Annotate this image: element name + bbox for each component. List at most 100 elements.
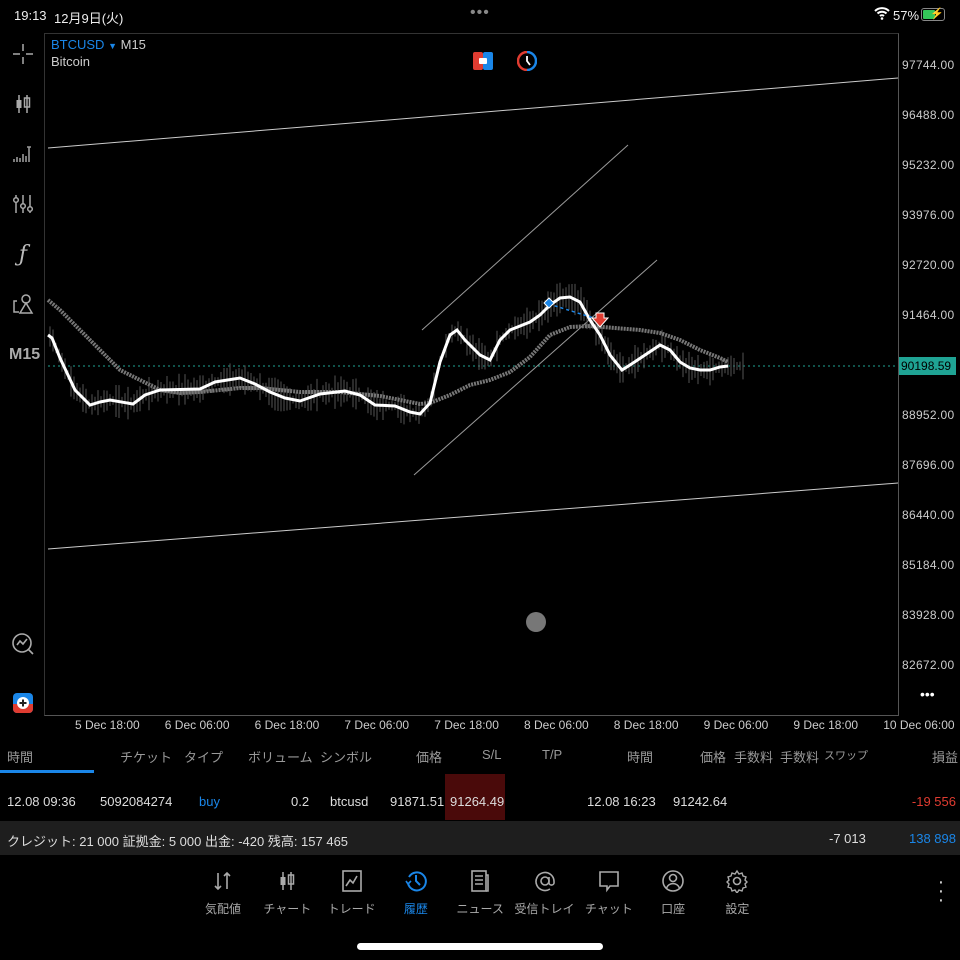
moving-average-slow [46,298,729,407]
volume-icon[interactable] [10,142,36,168]
ticket: 5092084274 [100,794,173,809]
multitask-dots-icon[interactable]: ••• [470,4,490,21]
column-header[interactable]: スワップ [824,750,868,762]
nav-label: 口座 [661,902,686,916]
current-price-tag: 90198.59 [899,357,956,375]
nav-account[interactable]: 口座 [643,866,703,917]
nav-label: 設定 [725,902,750,916]
nav-mail[interactable]: 受信トレイ [515,866,575,917]
price-tick: 86440.00 [902,508,955,522]
status-bar: 19:13 12月9日(火) ••• 57% ⚡ [0,0,960,32]
nav-label: 受信トレイ [514,902,575,916]
chart-icon [257,866,317,896]
time-tick: 6 Dec 18:00 [254,718,320,732]
more-icon[interactable]: ••• [920,686,935,702]
price-tick: 93976.00 [902,208,955,222]
channel-line-upper[interactable] [421,144,629,331]
summary-text: クレジット: 21 000 証拠金: 5 000 出金: -420 残高: 15… [7,834,349,849]
order-type: buy [199,794,220,809]
trendline-upper[interactable] [47,77,899,149]
column-header[interactable]: 手数料 [734,750,774,765]
quotes-icon [193,866,253,896]
nav-chat[interactable]: チャット [579,866,639,917]
column-header[interactable]: タイプ [184,750,224,765]
account-icon [643,866,703,896]
status-time: 19:13 [14,8,47,23]
one-click-trade-icon[interactable] [10,691,36,717]
column-header[interactable]: 価格 [700,750,727,765]
column-header[interactable]: 手数料 [780,750,820,765]
history-icon [386,866,446,896]
trade-panel-icon[interactable] [473,52,493,75]
column-header[interactable]: 時間 [627,750,654,765]
trade-icon [322,866,382,896]
price-tick: 95232.00 [902,158,955,172]
column-header[interactable]: T/P [542,747,563,762]
symbol-dropdown-icon[interactable]: ▼ [108,41,117,51]
battery-icon: ⚡ [921,8,945,21]
function-icon[interactable]: ƒ [18,242,28,267]
nav-label: チャート [263,902,312,916]
chat-icon [579,866,639,896]
settings-icon [707,866,767,896]
price-chart[interactable]: BTCUSD ▼ M15 Bitcoin [44,33,899,716]
time-tick: 5 Dec 18:00 [75,718,140,732]
price-tick: 91464.00 [902,308,955,322]
timeframe-button[interactable]: M15 [9,346,41,363]
clock-icon[interactable] [516,50,538,76]
symbol: btcusd [330,794,369,809]
scroll-indicator[interactable] [526,612,546,632]
trendline-lower[interactable] [47,482,899,550]
price-bars [49,282,744,425]
price-tick: 83928.00 [902,608,955,622]
sell-exit-marker-icon[interactable] [590,312,610,328]
nav-quotes[interactable]: 気配値 [193,866,253,917]
column-header[interactable]: 時間 [7,750,34,765]
channel-line-lower[interactable] [413,259,658,476]
buy-entry-marker-icon[interactable] [543,297,555,309]
price-tick: 97744.00 [902,58,955,72]
nav-label: チャット [584,902,633,916]
time-tick: 10 Dec 06:00 [883,718,955,732]
sort-indicator [0,770,94,773]
chart-title: BTCUSD ▼ M15 Bitcoin [51,37,146,72]
nav-trade[interactable]: トレード [322,866,382,917]
nav-news[interactable]: ニュース [450,866,510,917]
home-indicator[interactable] [357,943,603,950]
price-tick: 87696.00 [902,458,955,472]
column-header[interactable]: チケット [120,750,173,765]
column-header[interactable]: 損益 [932,750,959,765]
chart-plot [46,77,899,632]
close-price: 91242.64 [673,794,728,809]
news-icon [450,866,510,896]
time-tick: 7 Dec 06:00 [344,718,410,732]
candlestick-icon[interactable] [10,92,36,118]
nav-label: トレード [327,902,376,916]
nav-history[interactable]: 履歴 [386,866,446,917]
price-tick: 85184.00 [902,558,955,572]
chart-search-icon[interactable] [10,631,36,657]
price-tick: 82672.00 [902,658,955,672]
indicators-icon[interactable] [10,192,36,218]
symbol-label[interactable]: BTCUSD [51,37,105,52]
nav-settings[interactable]: 設定 [707,866,767,917]
open-price: 91871.51 [390,794,445,809]
table-row[interactable]: 12.08 09:36 5092084274 buy 0.2 btcusd 91… [0,774,960,820]
nav-label: 履歴 [403,902,428,916]
total-profit: 138 898 [909,831,956,846]
swap-total: -7 013 [829,831,866,846]
time-tick: 6 Dec 06:00 [164,718,230,732]
battery-percent: 57% [893,8,920,23]
column-header[interactable]: S/L [482,747,502,762]
objects-icon[interactable] [10,292,36,318]
column-header[interactable]: ボリューム [248,750,313,765]
crosshair-icon[interactable] [10,42,36,68]
nav-chart[interactable]: チャート [257,866,317,917]
nav-label: 気配値 [204,902,241,916]
history-table-header: 時間 チケット タイプ ボリューム シンボル 価格 S/L T/P 時間 価格 手数料 手数料 スワップ… [0,742,960,770]
close-time: 12.08 16:23 [587,794,656,809]
time-tick: 8 Dec 18:00 [613,718,679,732]
menu-more-icon[interactable]: · · · [937,871,945,911]
column-header[interactable]: シンボル [320,750,373,765]
column-header[interactable]: 価格 [416,750,443,765]
